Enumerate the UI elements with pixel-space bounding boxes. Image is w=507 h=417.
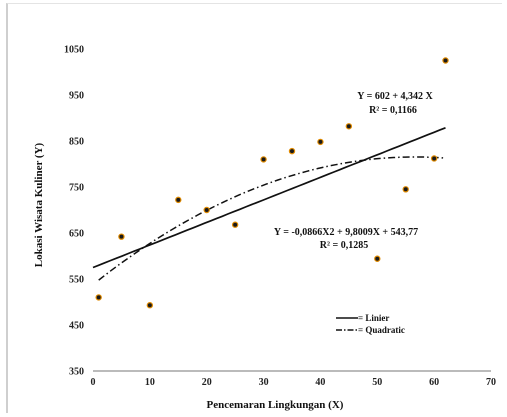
x-tick-label: 60: [429, 377, 439, 388]
y-tick-label: 650: [69, 229, 84, 240]
y-axis-ticks: 350 450 550 650 750 850 950 1050: [64, 45, 84, 378]
data-point: [175, 196, 182, 204]
linear-fit-line: [92, 127, 446, 269]
y-tick-label: 1050: [64, 45, 84, 56]
x-tick-label: 70: [486, 377, 496, 388]
chart-frame: [6, 3, 502, 413]
x-tick-label: 50: [372, 377, 382, 388]
linear-equation-label: Y = 602 + 4,342 X: [357, 91, 433, 102]
data-point: [146, 302, 154, 309]
data-point: [203, 206, 210, 214]
y-tick-label: 450: [69, 321, 84, 332]
y-tick-label: 850: [69, 137, 84, 148]
y-tick-label: 350: [69, 367, 84, 378]
data-point: [118, 233, 125, 240]
data-point: [374, 255, 381, 262]
x-axis-title: Pencemaran Lingkungan (X): [207, 399, 344, 411]
data-point: [345, 123, 353, 130]
quadratic-equation-label: Y = -0,0866X2 + 9,8009X + 543,77: [274, 227, 418, 238]
x-tick-label: 10: [145, 377, 155, 388]
data-point: [260, 156, 267, 163]
y-tick-label: 750: [69, 183, 84, 194]
data-points: [95, 57, 449, 309]
x-tick-label: 20: [202, 377, 212, 388]
fit-lines: [92, 127, 446, 281]
legend: = Linier = Quadratic: [336, 313, 405, 335]
data-point: [402, 186, 409, 193]
quadratic-fit-line: [98, 156, 446, 281]
y-axis-title: Lokasi Wisata Kuliner (Y): [33, 142, 45, 267]
data-point: [317, 138, 324, 146]
data-point: [95, 294, 102, 301]
x-axis-ticks: 0 10 20 30 40 50 60 70: [91, 377, 497, 388]
y-tick-label: 950: [69, 91, 84, 102]
x-tick-label: 0: [91, 377, 96, 388]
y-tick-label: 550: [69, 275, 84, 286]
data-point: [288, 147, 296, 155]
legend-quadratic-label: = Quadratic: [358, 325, 405, 335]
x-tick-label: 30: [259, 377, 269, 388]
linear-r2-label: R² = 0,1166: [369, 105, 417, 116]
data-point: [442, 57, 449, 64]
data-point: [430, 155, 438, 162]
legend-linear-label: = Linier: [358, 313, 389, 323]
data-point: [231, 221, 239, 228]
x-tick-label: 40: [315, 377, 325, 388]
quadratic-r2-label: R² = 0,1285: [320, 240, 368, 251]
